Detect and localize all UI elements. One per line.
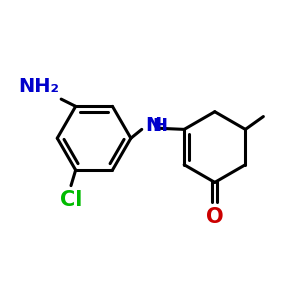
Text: O: O: [206, 207, 224, 227]
Text: NH₂: NH₂: [19, 77, 60, 96]
Text: N: N: [146, 116, 162, 135]
Text: H: H: [152, 117, 167, 135]
Text: Cl: Cl: [60, 190, 82, 210]
